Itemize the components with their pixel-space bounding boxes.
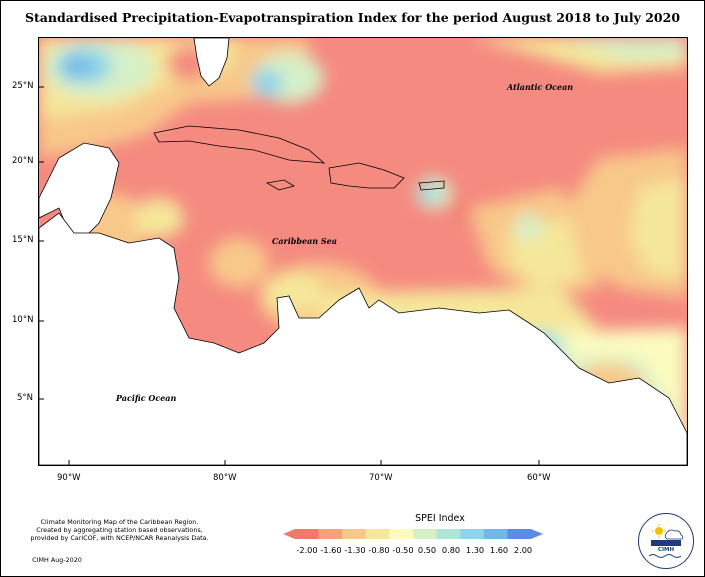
axis-ticks (39, 86, 540, 465)
lat-tick-10n: 10°N (12, 315, 34, 325)
hispaniola (328, 162, 405, 189)
legend-tick-label: 1.60 (489, 545, 509, 555)
legend-tick-label: -0.80 (368, 545, 390, 555)
credit-line-3: provided by CariCOF, with NCEP/NCAR Rean… (30, 534, 209, 542)
cuba (153, 125, 326, 164)
legend-tick-label: 1.30 (465, 545, 485, 555)
legend-tick-label: 0.50 (417, 545, 437, 555)
legend-swatch (295, 529, 320, 539)
caribbean-label: Caribbean Sea (272, 236, 337, 246)
yucatan (39, 142, 120, 239)
legend-arrow-left (283, 529, 295, 539)
legend-swatch (483, 529, 508, 539)
legend-title: SPEI Index (415, 513, 465, 524)
legend-swatch (436, 529, 461, 539)
legend-tick-label: 0.80 (441, 545, 461, 555)
legend-swatch (413, 529, 438, 539)
puerto-rico (418, 180, 445, 191)
lat-tick-20n: 20°N (12, 156, 34, 166)
legend-tick-label: -2.00 (296, 545, 318, 555)
legend-tick-label: -1.60 (320, 545, 342, 555)
spei-map-canvas (39, 38, 687, 465)
cimh-logo: CIMH (638, 513, 694, 569)
legend-swatch (460, 529, 485, 539)
legend-swatch (365, 529, 390, 539)
lon-tick-90w: 90°W (57, 473, 81, 483)
credit-line-1: Climate Monitoring Map of the Caribbean … (40, 518, 199, 526)
lat-tick-15n: 15°N (12, 235, 34, 245)
legend-swatch (507, 529, 532, 539)
lat-tick-5n: 5°N (17, 393, 34, 403)
lat-tick-25n: 25°N (12, 81, 34, 91)
map-title: Standardised Precipitation-Evapotranspir… (24, 10, 681, 25)
land-masses (39, 38, 687, 465)
spei-map: Atlantic Ocean Caribbean Sea Pacific Oce… (38, 37, 688, 466)
legend-swatch (389, 529, 414, 539)
legend-tick-label: 2.00 (513, 545, 533, 555)
pacific-label: Pacific Ocean (116, 393, 177, 403)
legend-swatch (342, 529, 367, 539)
legend-tick-label: -0.50 (392, 545, 414, 555)
lon-tick-60w: 60°W (527, 473, 551, 483)
logo-emblem (648, 524, 684, 558)
credit-date: CIMH Aug-2020 (32, 556, 82, 564)
logo-text: CIMH (657, 547, 675, 553)
lon-tick-80w: 80°W (213, 473, 237, 483)
legend-colorbar (283, 529, 543, 539)
credit-line-2: Created by aggregating station based obs… (36, 526, 203, 534)
florida (193, 38, 230, 87)
legend-swatch (318, 529, 343, 539)
lon-tick-70w: 70°W (369, 473, 393, 483)
atlantic-label: Atlantic Ocean (507, 82, 574, 92)
jamaica (265, 179, 296, 191)
central-south-america (39, 212, 687, 465)
legend-tick-label: -1.30 (344, 545, 366, 555)
legend-arrow-right (531, 529, 543, 539)
